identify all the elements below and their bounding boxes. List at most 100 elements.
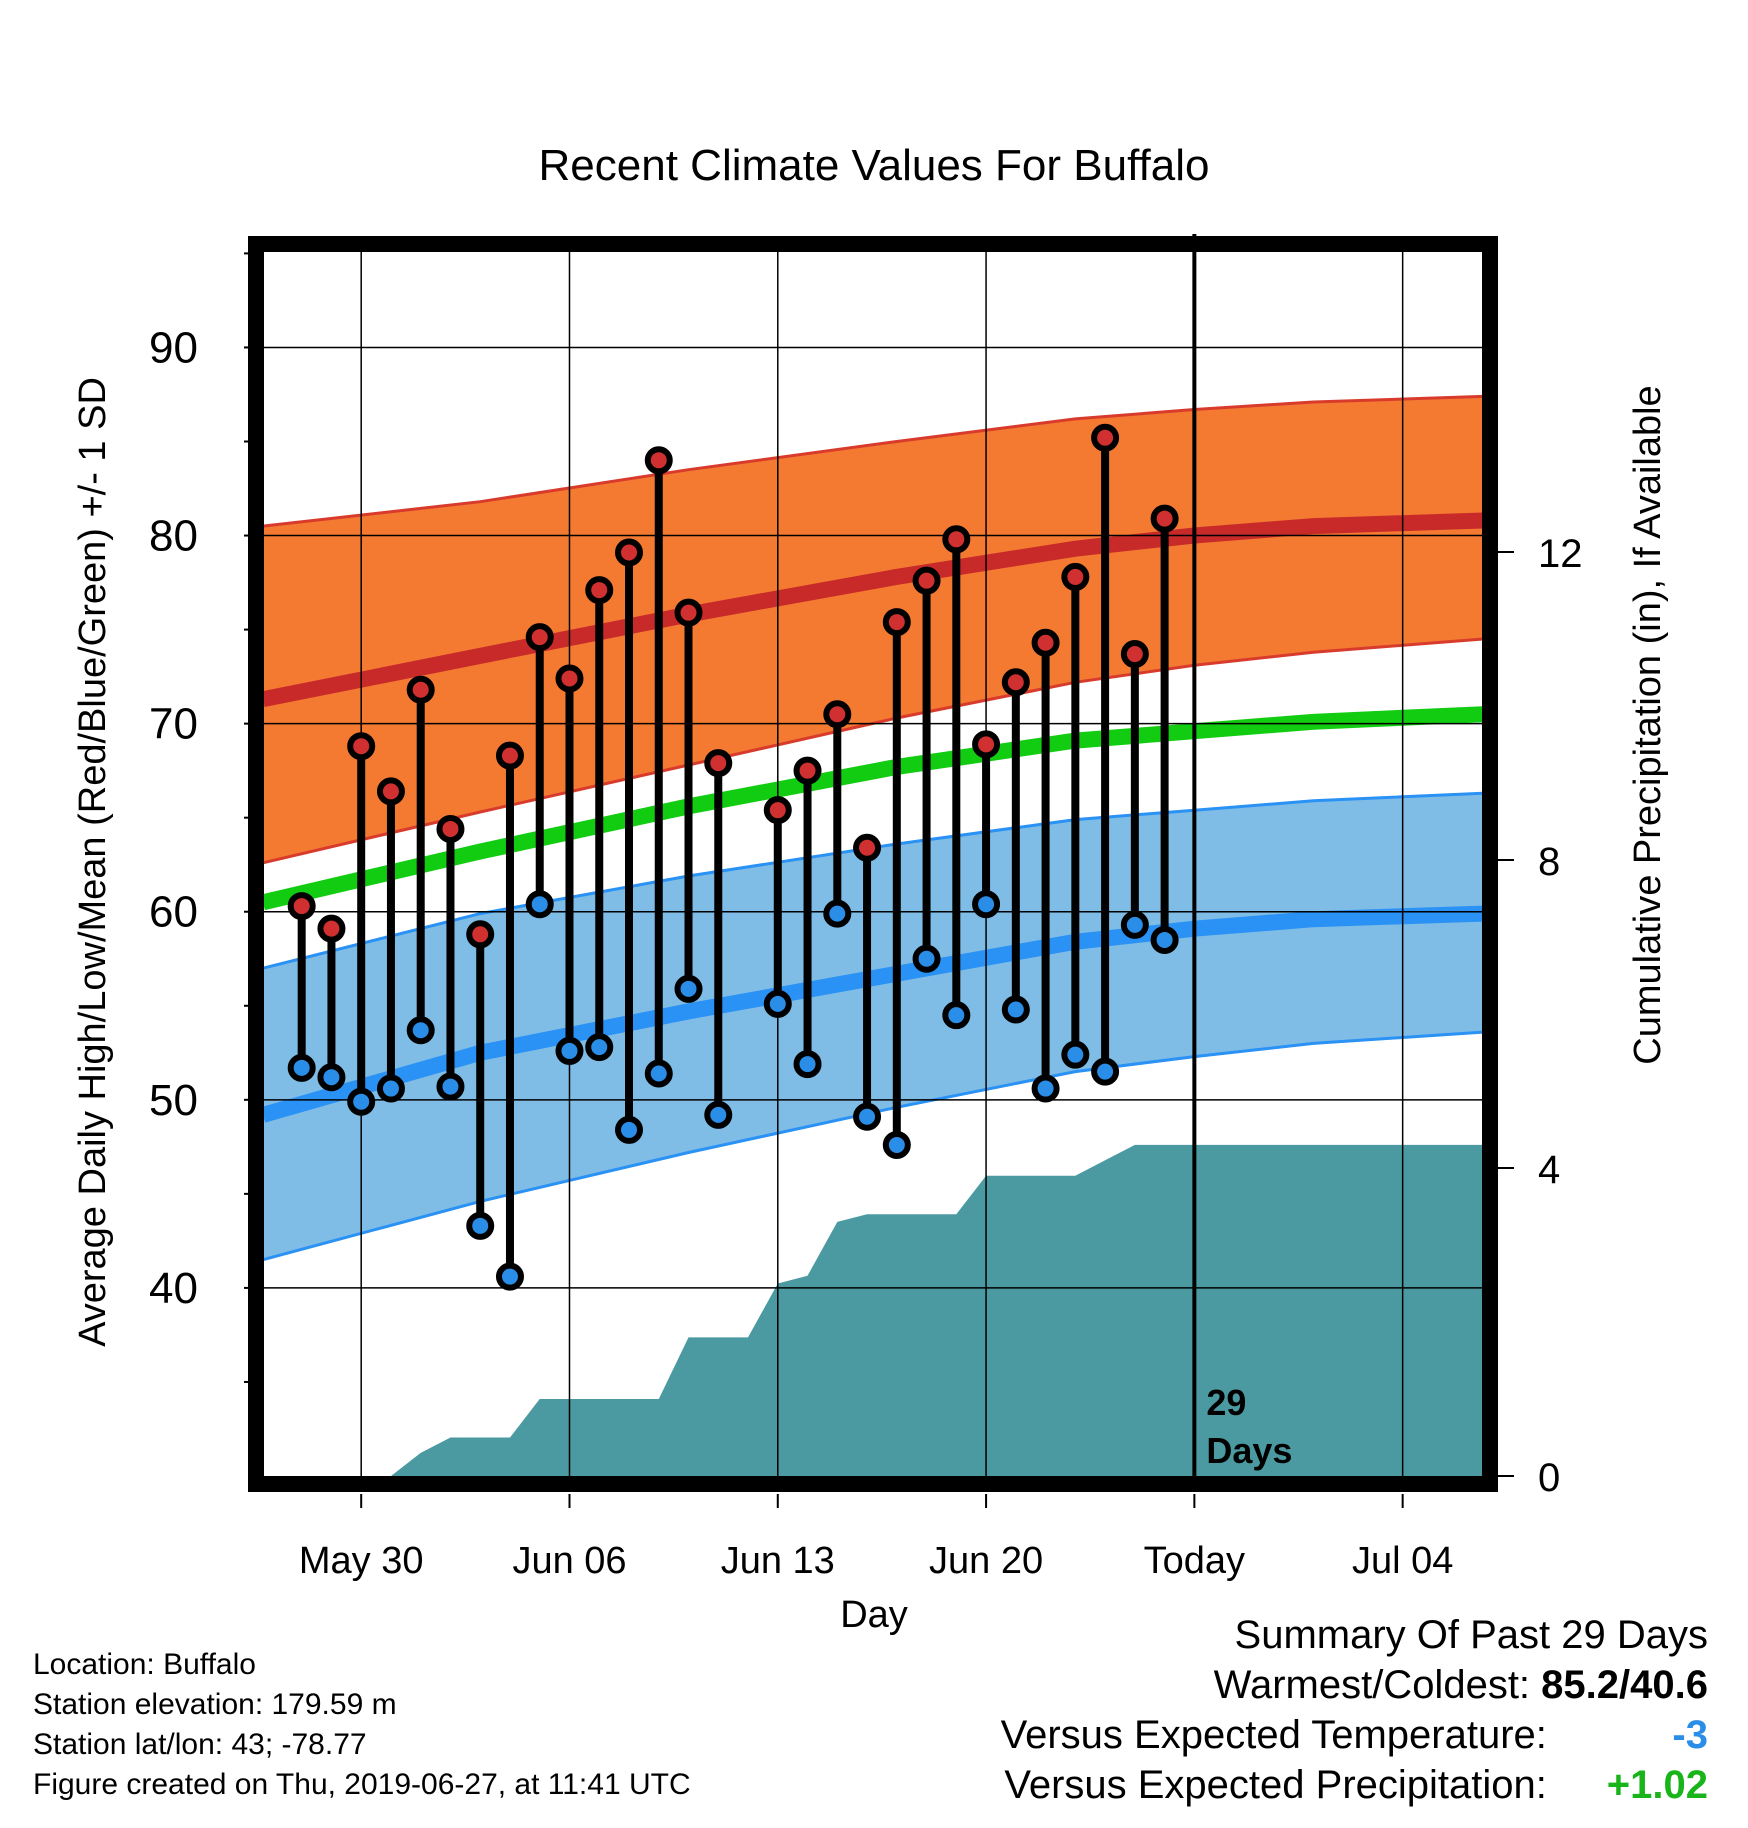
obs-high-marker [466,920,495,949]
obs-high-marker [1120,640,1149,669]
precip-label: Versus Expected Precipitation: [1004,1763,1547,1807]
obs-low-marker [1091,1057,1120,1086]
obs-low-marker [853,1102,882,1131]
obs-low-marker [644,1059,673,1088]
obs-high-marker [853,833,882,862]
obs-low-marker [406,1016,435,1045]
y-tick-label-right: 4 [1538,1148,1560,1192]
plot-area: 29 Days 40 50 60 70 80 90 0 4 8 12 May 30 Jun 06 Jun 1… [149,234,1583,1582]
x-tick-label: May 30 [299,1540,424,1582]
obs-high-marker [1061,562,1090,591]
obs-high-marker [376,777,405,806]
obs-high-marker [317,914,346,943]
obs-low-marker [763,989,792,1018]
latlon-text: Station lat/lon: 43; -78.77 [33,1728,367,1761]
y-axis-label-right: Cumulative Precipitation (in), If Availa… [1627,385,1669,1064]
obs-low-marker [585,1033,614,1062]
obs-low-marker [912,944,941,973]
obs-high-marker [644,446,673,475]
y-tick-label-right: 8 [1538,840,1560,884]
obs-low-marker [1061,1040,1090,1069]
x-tick-label: Jun 20 [929,1540,1043,1582]
summary-temp: Versus Expected Temperature: -3 [1001,1710,1708,1760]
y-tick-label-right: 0 [1538,1456,1560,1500]
obs-low-marker [615,1115,643,1144]
obs-high-marker [972,730,1001,759]
obs-high-marker [347,732,376,761]
high-band [263,396,1483,863]
obs-low-marker [704,1100,733,1129]
obs-low-marker [793,1050,822,1079]
obs-low-marker [466,1211,495,1240]
obs-low-marker [882,1130,911,1159]
warm-cold-value: 85.2/40.6 [1541,1663,1708,1707]
temp-label: Versus Expected Temperature: [1000,1713,1547,1757]
today-days-count: 29 [1206,1382,1246,1423]
elevation-text: Station elevation: 179.59 m [33,1688,397,1721]
summary-precip: Versus Expected Precipitation: +1.02 [1001,1760,1708,1810]
obs-high-marker [823,700,852,729]
obs-high-marker [436,814,465,843]
obs-high-marker [615,538,643,567]
climate-chart: Recent Climate Values For Buffalo 29 Days… [72,141,1669,1636]
x-axis-label: Day [840,1594,908,1636]
obs-low-marker [1150,925,1179,954]
x-tick-label: Jun 13 [721,1540,835,1582]
x-tick-label: Jun 06 [512,1540,626,1582]
precip-area [263,1144,1483,1476]
y-tick-label-left: 80 [149,512,198,561]
obs-high-marker [882,608,911,637]
obs-high-marker [585,576,614,605]
y-axis-label-left: Average Daily High/Low/Mean (Red/Blue/Gr… [72,377,114,1347]
obs-low-marker [525,890,554,919]
obs-high-marker [674,598,703,627]
obs-high-marker [912,566,941,595]
y-tick-label-left: 90 [149,323,198,372]
obs-high-marker [793,756,822,785]
created-text: Figure created on Thu, 2019-06-27, at 11… [33,1768,691,1801]
today-days-label: Days [1206,1430,1292,1471]
obs-low-marker [1001,995,1030,1024]
obs-low-marker [555,1036,584,1065]
obs-low-marker [1120,910,1149,939]
obs-low-marker [317,1063,346,1092]
y-tick-label-left: 40 [149,1264,198,1313]
obs-high-marker [406,675,435,704]
obs-low-marker [972,890,1001,919]
x-tick-label: Today [1144,1540,1245,1582]
obs-low-marker [942,1001,971,1030]
obs-low-marker [1031,1074,1060,1103]
obs-high-marker [763,796,792,825]
temp-value: -3 [1672,1713,1708,1757]
obs-low-marker [287,1053,316,1082]
obs-high-marker [704,749,733,778]
station-info: Location: Buffalo Station elevation: 179… [33,1645,691,1805]
obs-high-marker [1091,423,1120,452]
plot-frame [248,236,1498,1492]
y-tick-label-left: 60 [149,888,198,937]
obs-low-marker [436,1072,465,1101]
obs-high-marker [555,664,584,693]
y-tick-label-left: 70 [149,700,198,749]
obs-high-marker [287,892,316,921]
obs-low-marker [376,1074,405,1103]
precip-value: +1.02 [1606,1763,1708,1807]
obs-low-marker [347,1087,376,1116]
location-text: Location: Buffalo [33,1648,256,1681]
summary-panel: Summary Of Past 29 Days Warmest/Coldest:… [1001,1610,1708,1810]
obs-low-marker [823,899,852,928]
warm-cold-label: Warmest/Coldest: [1213,1663,1531,1707]
obs-high-marker [942,525,971,554]
summary-heading: Summary Of Past 29 Days [1234,1613,1708,1657]
obs-high-marker [495,741,524,770]
summary-warm-cold: Warmest/Coldest: 85.2/40.6 [1001,1660,1708,1710]
obs-high-marker [1031,628,1060,657]
y-tick-label-left: 50 [149,1076,198,1125]
obs-low-marker [495,1262,524,1291]
obs-low-marker [674,974,703,1003]
chart-title: Recent Climate Values For Buffalo [539,141,1210,190]
y-tick-label-right: 12 [1538,532,1583,576]
obs-high-marker [1001,668,1030,697]
obs-high-marker [525,623,554,652]
obs-high-marker [1150,504,1179,533]
